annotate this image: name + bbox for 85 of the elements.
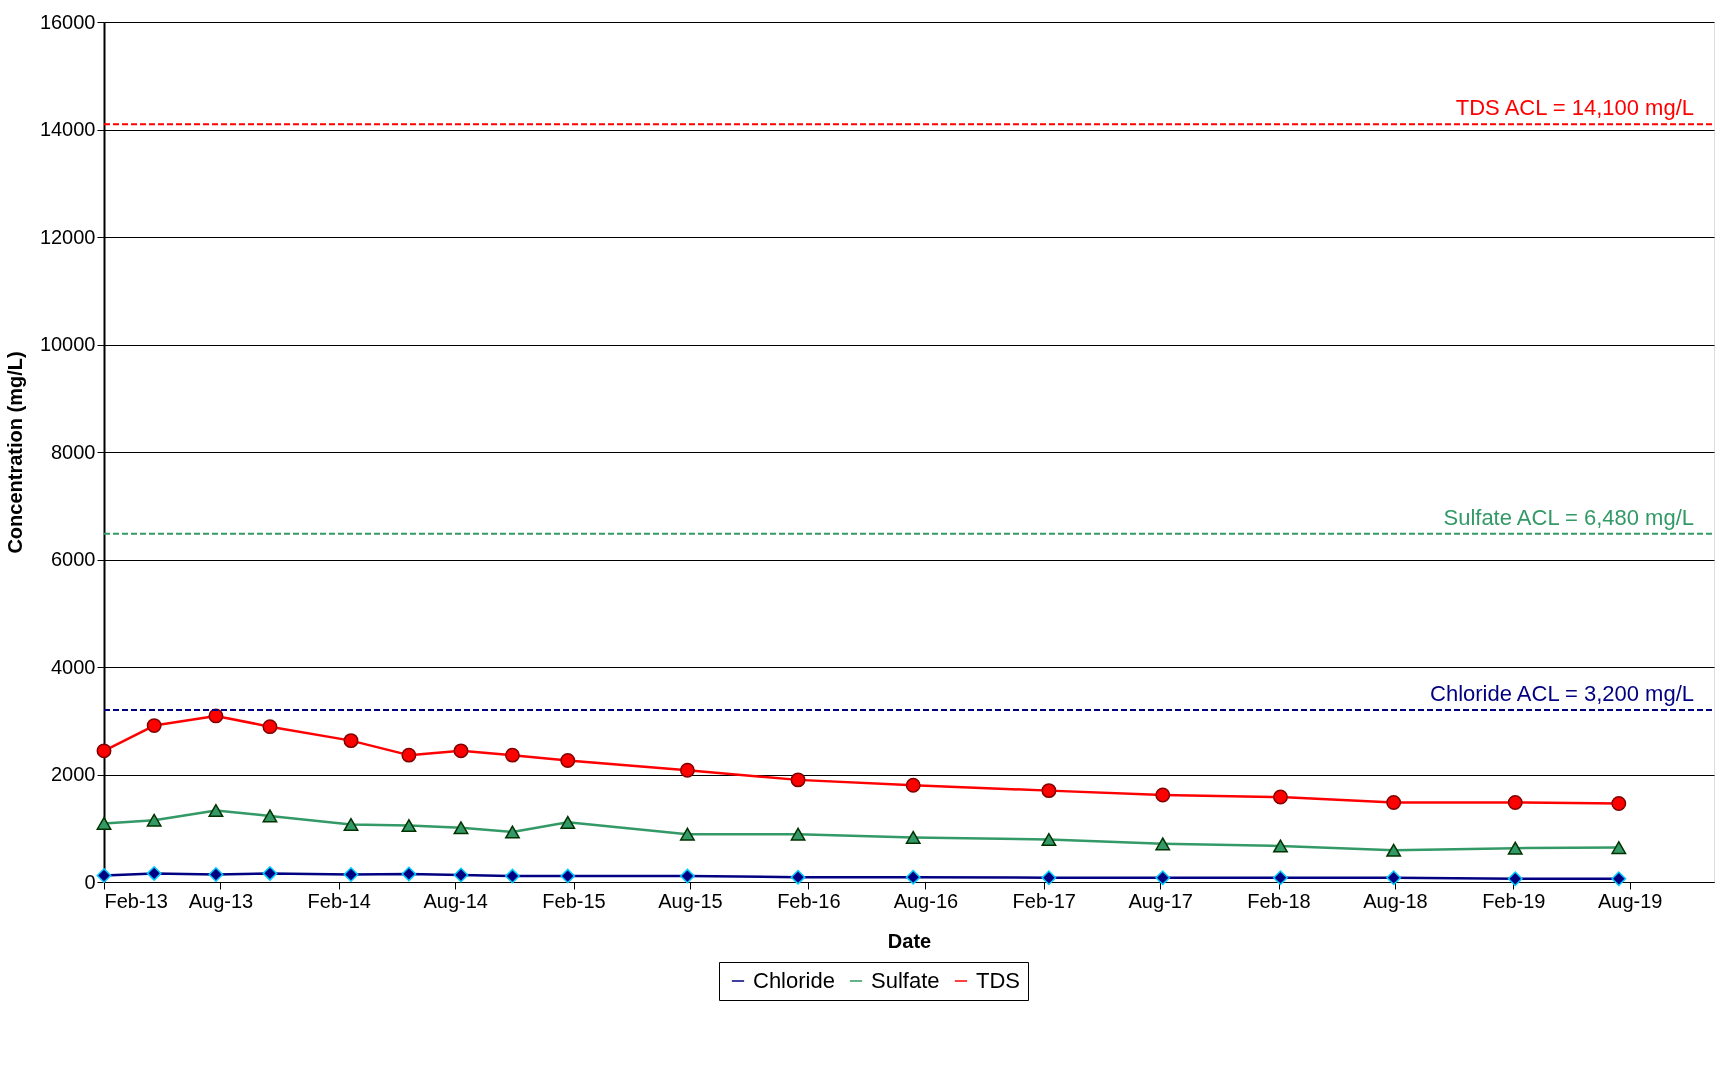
point <box>453 821 469 835</box>
point <box>1041 870 1057 886</box>
y-tick-label: 10000 <box>39 333 96 355</box>
point <box>504 868 520 884</box>
point <box>560 868 576 884</box>
point <box>1507 841 1523 855</box>
x-tick-label: Feb-15 <box>542 889 606 912</box>
ref-line-label: Chloride ACL = 3,200 mg/L <box>1430 681 1694 706</box>
point <box>208 867 224 882</box>
x-tick-label: Aug-15 <box>658 889 723 912</box>
point <box>1155 787 1171 803</box>
point <box>679 868 695 884</box>
x-axis-title: Date <box>887 929 932 952</box>
point <box>1273 839 1288 853</box>
point <box>1386 795 1402 810</box>
point <box>1041 783 1057 799</box>
point <box>343 817 359 832</box>
y-tick-label: 16000 <box>39 10 96 33</box>
x-tick-label: Aug-16 <box>893 889 959 912</box>
point <box>1386 843 1402 857</box>
y-axis-title: Concentration (mg/L) <box>3 351 26 554</box>
point <box>1273 789 1288 805</box>
y-tick-label: 2000 <box>51 763 96 785</box>
point <box>401 866 417 882</box>
legend-label: TDS <box>976 968 1020 993</box>
point <box>146 865 162 881</box>
legend-label: Chloride <box>753 968 835 993</box>
x-tick-label: Feb-17 <box>1012 889 1076 912</box>
point <box>1273 870 1288 886</box>
point <box>504 825 520 839</box>
x-tick-label: Aug-18 <box>1363 889 1428 912</box>
point <box>208 708 224 724</box>
y-tick-label: 8000 <box>51 440 96 463</box>
point <box>401 819 417 833</box>
point <box>146 718 162 734</box>
point <box>1155 870 1171 886</box>
point <box>401 747 417 763</box>
y-tick-label: 0 <box>84 870 96 893</box>
point <box>1507 795 1523 810</box>
point <box>262 809 278 823</box>
point <box>262 719 278 735</box>
x-tick-label: Feb-13 <box>104 889 168 912</box>
x-tick-label: Feb-18 <box>1247 889 1311 912</box>
x-tick-label: Aug-17 <box>1128 889 1193 912</box>
point <box>1386 870 1402 886</box>
point <box>560 815 576 829</box>
x-tick-label: Feb-16 <box>777 889 841 912</box>
legend-label: Sulfate <box>871 968 940 993</box>
point <box>208 803 224 818</box>
point <box>343 867 359 882</box>
ref-line-label: TDS ACL = 14,100 mg/L <box>1455 95 1694 121</box>
ref-line-label: Sulfate ACL = 6,480 mg/L <box>1443 504 1694 530</box>
point <box>146 813 162 827</box>
point <box>905 830 921 844</box>
y-tick-label: 14000 <box>39 118 96 140</box>
point <box>262 865 278 881</box>
x-tick-label: Aug-14 <box>423 889 488 912</box>
point <box>1611 841 1627 855</box>
y-tick-label: 4000 <box>51 655 96 678</box>
point <box>453 743 469 759</box>
x-tick-label: Aug-13 <box>188 889 254 912</box>
x-tick-label: Feb-19 <box>1482 889 1546 912</box>
point <box>343 733 359 749</box>
point <box>905 869 921 885</box>
point <box>790 869 806 885</box>
point <box>679 827 695 841</box>
x-tick-label: Aug-19 <box>1597 889 1663 912</box>
point <box>679 762 695 778</box>
point <box>96 743 112 759</box>
point <box>1041 832 1057 847</box>
point <box>790 827 806 841</box>
point <box>1611 871 1627 887</box>
point <box>96 868 112 884</box>
point <box>790 772 806 788</box>
point <box>504 747 520 763</box>
point <box>1507 871 1523 887</box>
point <box>1155 837 1171 851</box>
y-tick-label: 6000 <box>51 548 96 570</box>
point <box>560 753 576 768</box>
point <box>1611 796 1627 811</box>
point <box>96 816 112 830</box>
point <box>453 867 469 883</box>
y-tick-label: 12000 <box>39 225 96 248</box>
point <box>905 777 921 793</box>
x-tick-label: Feb-14 <box>307 889 371 912</box>
